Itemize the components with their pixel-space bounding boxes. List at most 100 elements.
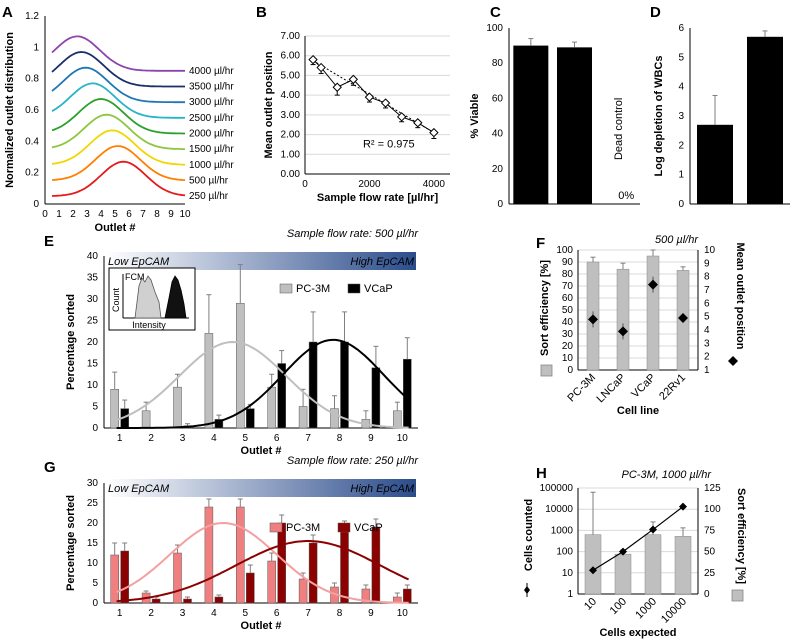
panel-a-ytick: 1 (33, 42, 39, 53)
panel-g-xtick: 10 (397, 608, 409, 619)
panel-g-bar-vcap (246, 572, 255, 604)
panel-a-ylabel: Normalized outlet distribution (4, 32, 16, 188)
panel-f-ytick: 70 (562, 281, 574, 292)
panel-g-legend-swatch (269, 522, 283, 533)
panel-g-ytick: 5 (92, 578, 98, 589)
panel-d-ytick: 5 (678, 52, 684, 63)
panel-a-legend-label: 1500 µl/hr (189, 144, 234, 155)
panel-g-legend-swatch (337, 522, 351, 533)
panel-e-bar-vcap (371, 367, 381, 429)
panel-e-legend-swatch (347, 283, 361, 294)
panel-e-xtick: 9 (368, 433, 374, 444)
panel-h-point (619, 547, 627, 556)
panel-b-ytick: 4.00 (281, 90, 301, 101)
panel-f-ylabel: Sort efficiency [%] (539, 260, 551, 356)
panel-b-ytick: 7.00 (281, 31, 301, 42)
panel-g-high-epcam: High EpCAM (350, 483, 414, 495)
panel-b-point (413, 118, 423, 128)
panel-e-ytick: 10 (87, 380, 99, 391)
panel-f-category-label: PC-3M (565, 372, 598, 405)
panel-h-ytick-right: 0 (704, 589, 710, 600)
panel-a-xtick: 1 (56, 209, 62, 220)
panel-d-bar (697, 124, 733, 204)
panel-a-xtick: 7 (140, 209, 146, 220)
panel-g-bar-vcap (277, 522, 286, 604)
panel-g-bar-vcap (214, 596, 224, 604)
panel-g-epcam-gradient (106, 479, 416, 497)
panel-f-point (678, 313, 688, 323)
panel-f-ytick: 100 (556, 245, 573, 256)
panel-a-legend-label: 1000 µl/hr (189, 160, 234, 171)
panel-e-ytick: 40 (87, 251, 99, 262)
panel-h-bar (674, 536, 692, 595)
panel-h-ytick: 100 (556, 547, 573, 558)
panel-e-bar-vcap (340, 341, 349, 429)
panel-b-r2: R² = 0.975 (363, 138, 415, 150)
panel-f-xlabel: Cell line (617, 405, 659, 417)
panel-e-bar-vcap (308, 341, 318, 429)
panel-b-xtick: 4000 (423, 179, 446, 190)
panel-g-legend-label: VCaP (354, 522, 383, 534)
panel-b-ylabel: Mean outlet position (263, 51, 275, 158)
panel-f-ytick-right: 5 (704, 312, 710, 323)
panel-f-ytick-right: 8 (704, 272, 710, 283)
panel-g-bar-vcap (340, 528, 349, 604)
panel-a-series-line (51, 82, 185, 119)
panel-e-bar-pc-3m (267, 386, 276, 429)
panel-h-ytick: 1000 (551, 525, 574, 536)
panel-f-point (588, 314, 598, 325)
panel-h-ytick-right: 100 (704, 504, 721, 515)
panel-b-point (332, 82, 342, 92)
panel-label-h: H (536, 465, 547, 482)
panel-g-ytick: 10 (87, 558, 99, 569)
panel-a-ytick: 0.2 (25, 168, 39, 179)
panel-e-ytick: 35 (87, 273, 99, 284)
panel-h-bar (644, 534, 662, 595)
panel-h-line (592, 506, 684, 571)
panel-f-ytick: 80 (562, 269, 574, 280)
panel-c-ytick: 60 (492, 93, 504, 104)
panel-a-xtick: 0 (42, 209, 48, 220)
panel-f-category-label: 22Rv1 (657, 372, 688, 403)
panel-f-legend-bar-swatch (540, 364, 553, 377)
panel-a-series-line (51, 145, 186, 181)
panel-d-category-label: Whole blood (710, 137, 722, 198)
panel-f-category-label: VCaP (629, 372, 658, 401)
panel-d-ytick: 4 (678, 82, 684, 93)
panel-f-bar (616, 268, 630, 371)
panel-g-low-epcam: Low EpCAM (108, 483, 170, 495)
panel-label-g: G (44, 459, 56, 476)
panel-b-xtick: 2000 (358, 179, 381, 190)
panel-g-bar-pc-3m (204, 506, 214, 604)
panel-h-bar (584, 534, 602, 595)
panel-b-xtick: 0 (302, 179, 308, 190)
panel-c-category-label: Collected from channel outlet (526, 56, 538, 198)
panel-h-ytick-right: 125 (704, 483, 721, 494)
panel-g-fit-curve (116, 540, 409, 603)
panel-d-category-label: Whole blood afterCD45⁺ and CD15⁺ depleti… (754, 60, 779, 200)
panel-f-ytick: 20 (562, 341, 574, 352)
panel-g-bar-pc-3m (236, 506, 245, 604)
panel-h-point (679, 502, 687, 511)
panel-a-ytick: 0.6 (25, 105, 39, 116)
panel-h-ytick: 100000 (540, 483, 574, 494)
panel-e-title: Sample flow rate: 500 µl/hr (287, 228, 419, 240)
panel-a-xtick: 8 (154, 209, 160, 220)
panel-b-point (429, 127, 439, 138)
panel-h-title: PC-3M, 1000 µl/hr (622, 469, 713, 481)
panel-f-ytick: 60 (562, 293, 574, 304)
panel-a-xtick: 9 (168, 209, 174, 220)
panel-b-trendline (312, 60, 435, 134)
panel-g-bar-vcap (183, 598, 192, 604)
panel-g-fit-curve (116, 521, 409, 604)
panel-e-ytick: 15 (87, 359, 99, 370)
panel-h-category-label: 10000 (659, 596, 689, 626)
panel-a-xlabel: Outlet # (95, 222, 136, 234)
panel-b-point (348, 74, 359, 85)
panel-c-zero-label: 0% (618, 190, 634, 202)
panel-label-f: F (536, 235, 545, 252)
panel-d-ytick: 0 (678, 199, 684, 210)
panel-g-bar-vcap (151, 598, 161, 604)
panel-e-inset-pc3m-histogram (134, 275, 162, 319)
panel-e-xtick: 7 (305, 433, 311, 444)
